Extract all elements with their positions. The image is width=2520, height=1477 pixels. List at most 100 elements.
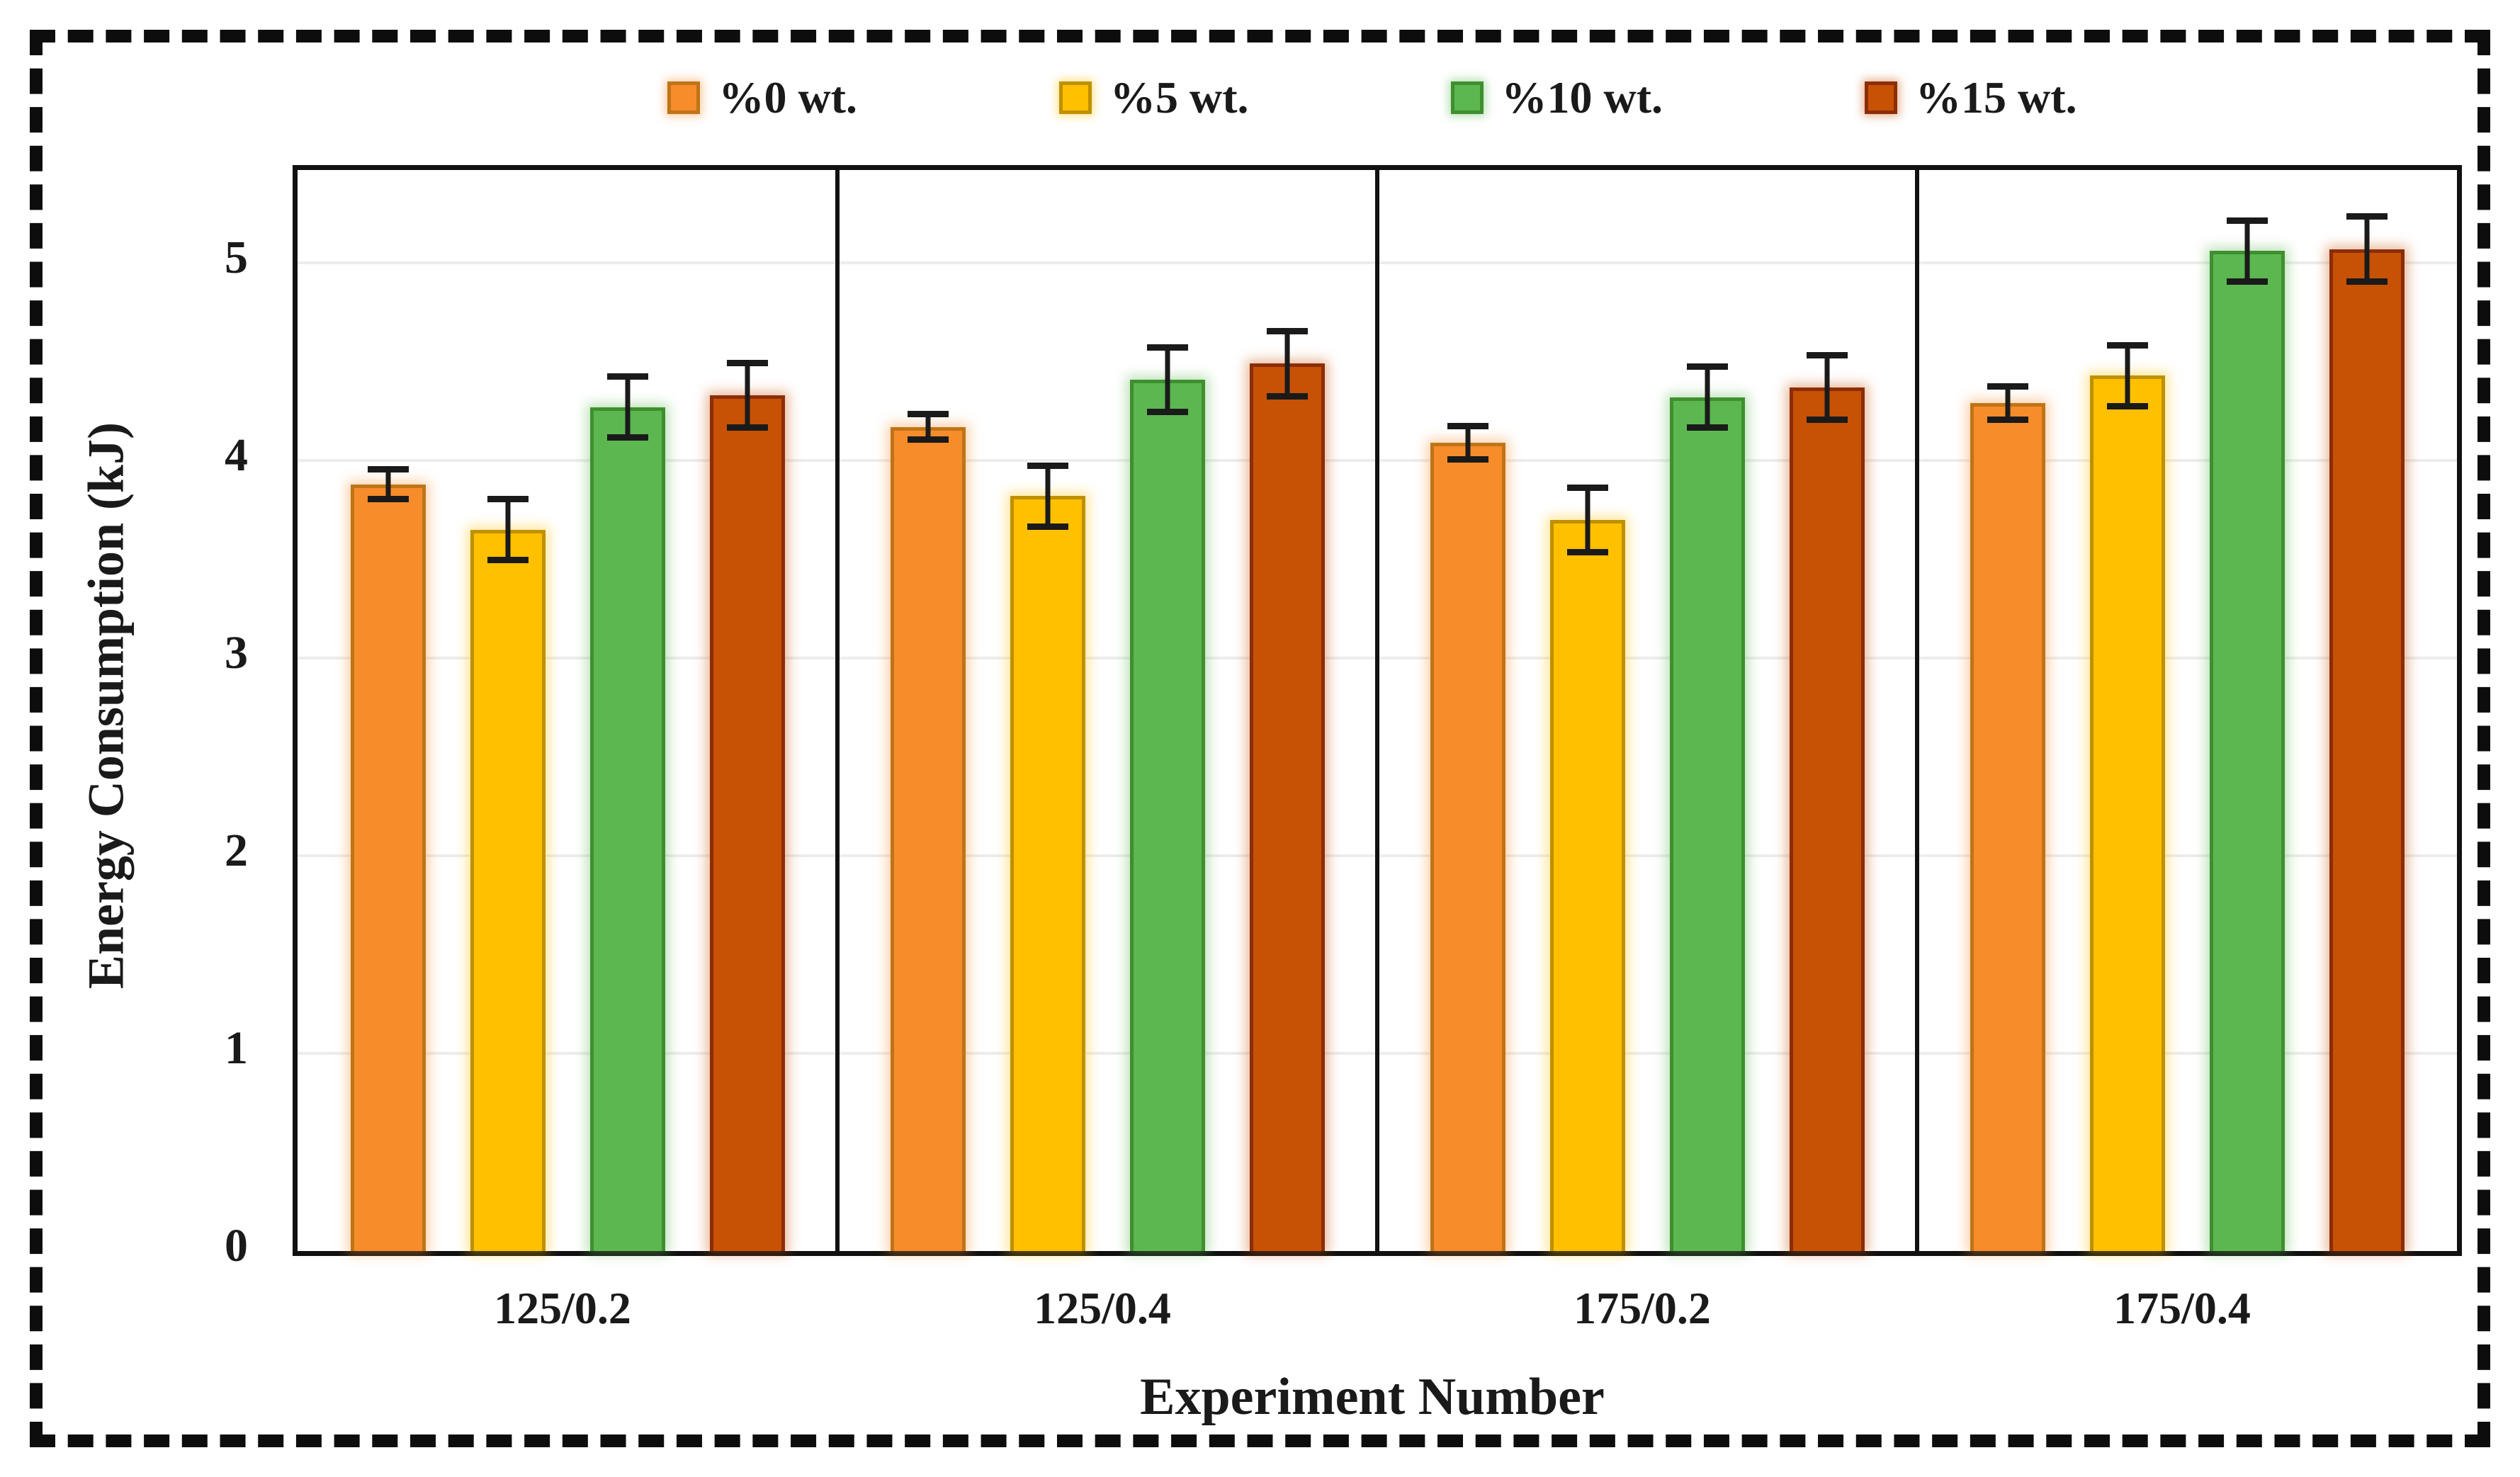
error-bar-cap-bottom xyxy=(1447,455,1488,463)
y-tick-label: 5 xyxy=(225,232,248,284)
error-bar-cap-top xyxy=(1027,462,1068,469)
bar-fill xyxy=(890,426,966,1251)
legend-swatch-icon xyxy=(667,81,701,114)
bar xyxy=(589,170,665,1251)
error-bar-cap-top xyxy=(1686,363,1728,370)
error-bar-line xyxy=(385,466,390,502)
error-bar-cap-top xyxy=(726,359,768,366)
legend-item: %5 wt. xyxy=(1058,72,1249,124)
error-bar-cap-bottom xyxy=(487,557,529,564)
x-axis-title: Experiment Number xyxy=(1140,1368,1605,1426)
bar-fill xyxy=(470,529,546,1251)
legend-item: %10 wt. xyxy=(1450,72,1663,124)
error-bar xyxy=(1806,351,1848,424)
bar xyxy=(1430,170,1505,1251)
category-panel xyxy=(837,170,1377,1251)
x-category-label: 175/0.2 xyxy=(1573,1283,1711,1333)
plot-area xyxy=(293,165,2462,1256)
error-bar-cap-bottom xyxy=(907,436,949,443)
error-bar-cap-bottom xyxy=(2346,278,2388,285)
y-tick-label: 3 xyxy=(225,627,248,679)
legend-swatch-icon xyxy=(1865,81,1898,114)
legend-swatch-icon xyxy=(1450,81,1484,114)
legend-item: %0 wt. xyxy=(667,72,857,124)
category-panel xyxy=(298,170,837,1251)
legend-label: %15 wt. xyxy=(1916,72,2077,123)
error-bar xyxy=(726,359,768,431)
error-bar-line xyxy=(1045,462,1050,530)
error-bar xyxy=(1027,462,1068,530)
error-bar-cap-bottom xyxy=(2226,278,2268,285)
x-category-label: 125/0.4 xyxy=(1034,1283,1171,1333)
error-bar xyxy=(367,466,409,502)
error-bar-line xyxy=(1824,351,1829,424)
error-bar-cap-top xyxy=(2346,213,2388,220)
y-tick-label: 4 xyxy=(225,429,248,482)
bar xyxy=(1789,170,1865,1251)
bar-fill xyxy=(1549,519,1625,1251)
bar xyxy=(470,170,546,1251)
bar-fill xyxy=(1010,496,1085,1251)
panel-separator xyxy=(835,170,840,1251)
x-category-label: 125/0.2 xyxy=(494,1283,631,1333)
error-bar-cap-top xyxy=(2106,341,2148,349)
error-bar-cap-top xyxy=(1146,344,1188,351)
bar xyxy=(1669,170,1745,1251)
error-bar-cap-bottom xyxy=(1566,549,1608,556)
bar xyxy=(350,170,426,1251)
bar xyxy=(1129,170,1205,1251)
error-bar-cap-bottom xyxy=(726,424,768,431)
y-tick-label: 0 xyxy=(225,1220,248,1272)
error-bar-cap-bottom xyxy=(1266,392,1308,400)
bar-fill xyxy=(350,484,426,1251)
error-bar xyxy=(1266,328,1308,400)
error-bar-cap-bottom xyxy=(1987,417,2028,424)
legend-label: %10 wt. xyxy=(1501,72,1663,123)
bar xyxy=(1549,170,1625,1251)
bar-fill xyxy=(2089,375,2165,1251)
bar xyxy=(2089,170,2165,1251)
error-bar-cap-top xyxy=(367,466,409,473)
error-bar-cap-bottom xyxy=(1686,424,1728,431)
bar xyxy=(709,170,785,1251)
error-bar-cap-bottom xyxy=(1146,408,1188,415)
error-bar xyxy=(1146,344,1188,415)
error-bar-cap-top xyxy=(1566,484,1608,491)
error-bar xyxy=(1447,423,1488,463)
bar xyxy=(1249,170,1325,1251)
legend-swatch-icon xyxy=(1058,81,1092,114)
bar xyxy=(1970,170,2045,1251)
error-bar xyxy=(1987,383,2028,424)
x-category-label: 175/0.4 xyxy=(2113,1283,2251,1333)
error-bar xyxy=(1686,363,1728,431)
error-bar xyxy=(487,496,529,564)
error-bar-cap-top xyxy=(1447,423,1488,430)
bar-fill xyxy=(1970,403,2045,1251)
panel-separator xyxy=(1915,170,1919,1251)
error-bar xyxy=(606,373,648,441)
bar-fill xyxy=(709,395,785,1251)
y-axis-title: Energy Consumption (kJ) xyxy=(77,421,135,990)
dashed-border-frame xyxy=(30,30,2490,1447)
legend-item: %15 wt. xyxy=(1865,72,2077,124)
error-bar-line xyxy=(1585,484,1590,556)
error-bar-line xyxy=(925,411,930,443)
error-bar xyxy=(2346,213,2388,285)
y-tick-label: 2 xyxy=(225,825,248,877)
error-bar-cap-bottom xyxy=(1806,417,1848,424)
bar xyxy=(2209,170,2285,1251)
error-bar-cap-top xyxy=(2226,217,2268,224)
bar-fill xyxy=(1789,387,1865,1251)
error-bar-line xyxy=(505,496,510,564)
error-bar-cap-top xyxy=(1987,383,2028,390)
error-bar-cap-bottom xyxy=(1027,523,1068,530)
bar-fill xyxy=(1669,397,1745,1251)
bar-fill xyxy=(589,407,665,1251)
category-panel xyxy=(1917,170,2457,1251)
error-bar-line xyxy=(1284,328,1289,400)
error-bar-cap-bottom xyxy=(2106,402,2148,409)
bar-fill xyxy=(1430,443,1505,1251)
error-bar-line xyxy=(625,373,630,441)
error-bar-cap-top xyxy=(907,411,949,418)
error-bar-line xyxy=(745,359,750,431)
